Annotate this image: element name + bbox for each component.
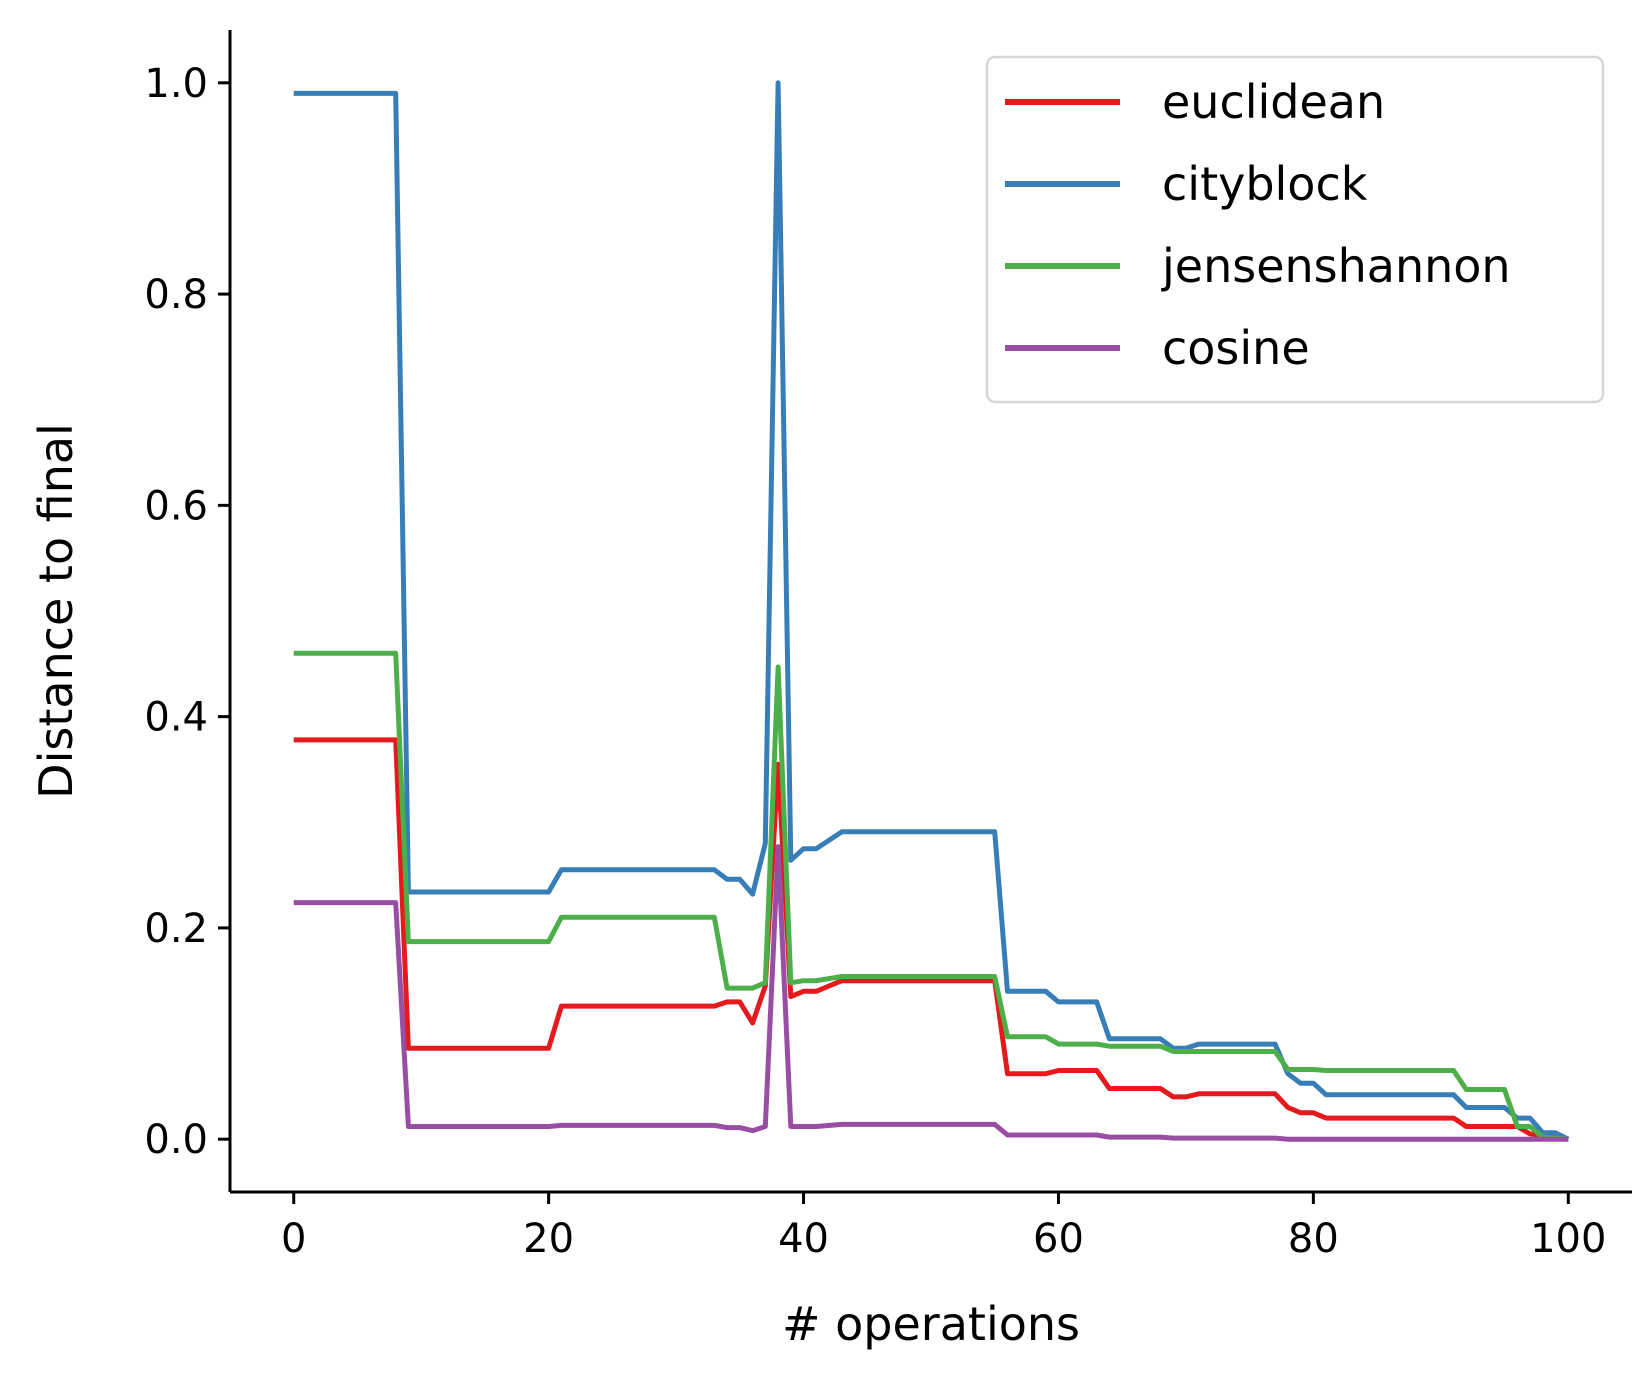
legend: euclidean cityblock jensenshannon cosine — [985, 55, 1605, 404]
series-lines — [293, 80, 1570, 1142]
series-line-cosine — [293, 844, 1569, 1142]
tick-group: 0 20 40 60 80 100 0.0 0.2 0.4 0.6 0.8 1.0 — [144, 61, 1606, 1262]
legend-label-cityblock: cityblock — [1162, 157, 1368, 211]
legend-label-jensenshannon: jensenshannon — [1161, 239, 1511, 293]
y-tick-label: 1.0 — [144, 61, 208, 107]
series-line-euclidean — [293, 737, 1569, 1142]
y-tick-label: 0.0 — [144, 1117, 208, 1163]
series-line-jensenshannon — [293, 650, 1569, 1142]
legend-label-euclidean: euclidean — [1162, 75, 1385, 129]
legend-frame — [985, 55, 1605, 404]
x-tick-label: 20 — [523, 1216, 574, 1262]
x-axis-title: # operations — [782, 1297, 1080, 1351]
x-tick-label: 40 — [778, 1216, 829, 1262]
y-tick-label: 0.6 — [144, 483, 208, 529]
y-tick-label: 0.4 — [144, 695, 208, 741]
x-tick-label: 80 — [1288, 1216, 1339, 1262]
x-tick-label: 100 — [1530, 1216, 1606, 1262]
x-tick-label: 0 — [281, 1216, 306, 1262]
y-tick-label: 0.8 — [144, 272, 208, 318]
y-axis-title: Distance to final — [29, 423, 83, 799]
axes — [228, 30, 1632, 1194]
legend-label-cosine: cosine — [1162, 321, 1310, 375]
series-line-cityblock — [293, 80, 1570, 1142]
y-tick-label: 0.2 — [144, 906, 208, 952]
x-tick-label: 60 — [1033, 1216, 1084, 1262]
